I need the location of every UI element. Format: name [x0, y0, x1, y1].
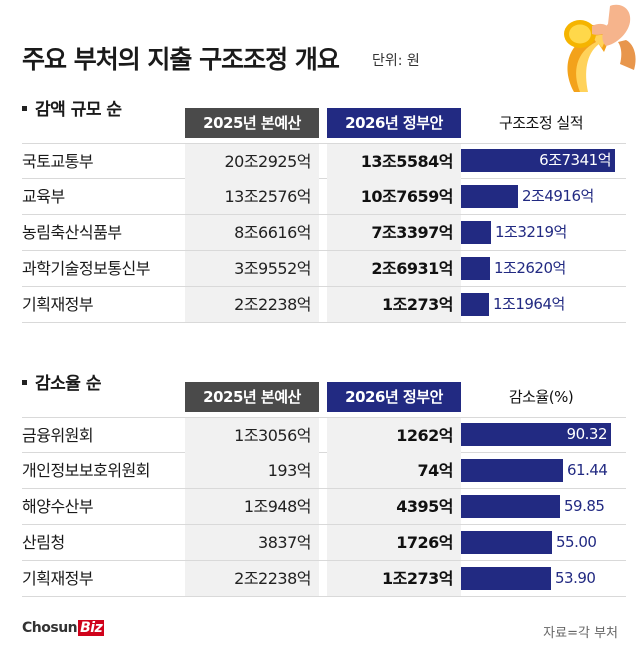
cell-bg	[185, 251, 319, 286]
cell-bg	[327, 489, 461, 524]
header-cut-result: 구조조정 실적	[498, 114, 584, 132]
table-row: 기획재정부 2조2238억 1조273억	[22, 287, 626, 323]
budget-2026-value: 7조3397억	[371, 223, 453, 242]
bar	[461, 459, 563, 482]
ministry-name: 기획재정부	[22, 295, 94, 314]
cell-bg	[185, 453, 319, 488]
ministry-name: 해양수산부	[22, 497, 94, 516]
header-cut-rate: 감소율(%)	[508, 388, 574, 406]
budget-2026-value: 74억	[417, 461, 454, 480]
bar	[461, 567, 551, 590]
cell-bg	[327, 453, 461, 488]
header-2026-proposal: 2026년 정부안	[327, 108, 461, 138]
budget-2026-value: 10조7659억	[360, 187, 454, 206]
bar	[461, 293, 489, 316]
bar-value-label: 61.44	[567, 461, 608, 479]
bar-value-label: 53.90	[555, 569, 596, 587]
table-row: 과학기술정보통신부 3조9552억 2조6931억	[22, 251, 626, 287]
cell-bg	[327, 418, 461, 453]
bar	[461, 221, 491, 244]
ministry-name: 산림청	[22, 533, 65, 552]
bar	[461, 423, 611, 446]
cell-bg	[185, 144, 319, 179]
cell-bg	[185, 561, 319, 596]
bar	[461, 257, 490, 280]
ministry-name: 개인정보보호위원회	[22, 461, 150, 480]
cell-bg	[327, 215, 461, 250]
bullet-square-icon	[22, 105, 27, 111]
cell-bg	[327, 179, 461, 214]
bar	[461, 495, 560, 518]
budget-2025-value: 8조6616억	[234, 223, 311, 242]
bar-value-label: 1조2620억	[494, 259, 566, 277]
bar-value-label: 6조7341억	[539, 151, 611, 169]
budget-2026-value: 1262억	[396, 426, 453, 445]
budget-2025-value: 1조948억	[243, 497, 312, 516]
bar-value-label: 2조4916억	[522, 187, 594, 205]
ministry-name: 과학기술정보통신부	[22, 259, 150, 278]
budget-2026-value: 4395억	[396, 497, 453, 516]
bar-value-label: 55.00	[556, 533, 597, 551]
bar-value-label: 90.32	[566, 425, 608, 443]
cell-bg	[185, 287, 319, 322]
cell-bg	[327, 287, 461, 322]
bar	[461, 149, 615, 172]
source-note: 자료=각 부처	[543, 626, 618, 641]
ministry-name: 농림축산식품부	[22, 223, 122, 242]
section-title-cut-rate: 감소율 순	[22, 369, 101, 394]
budget-2025-value: 1조3056억	[234, 426, 311, 445]
budget-2026-value: 2조6931억	[371, 259, 453, 278]
bar-value-label: 59.85	[564, 497, 605, 515]
table-row: 국토교통부 20조2925억 13조5584억	[22, 143, 626, 179]
header-2025-budget: 2025년 본예산	[185, 108, 319, 138]
ministry-name: 교육부	[22, 187, 65, 206]
ministry-name: 국토교통부	[22, 152, 94, 171]
cell-bg	[185, 215, 319, 250]
table-row: 금융위원회 1조3056억 1262억	[22, 417, 626, 453]
cell-bg	[185, 418, 319, 453]
unit-label: 단위: 원	[372, 53, 420, 69]
chosunbiz-logo: Chosun Biz	[22, 620, 105, 636]
budget-2026-value: 1조273억	[382, 295, 453, 314]
budget-2026-value: 1726억	[396, 533, 453, 552]
section-title-cut-size: 감액 규모 순	[22, 95, 122, 120]
budget-2026-value: 1조273억	[382, 569, 453, 588]
page-title: 주요 부처의 지출 구조조정 개요	[22, 45, 340, 74]
ministry-name: 금융위원회	[22, 426, 94, 445]
bar	[461, 185, 518, 208]
budget-2025-value: 3837억	[258, 533, 311, 552]
budget-2026-value: 13조5584억	[360, 152, 454, 171]
cell-bg	[327, 525, 461, 560]
budget-2025-value: 13조2576억	[224, 187, 311, 206]
cell-bg	[185, 489, 319, 524]
cell-bg	[327, 561, 461, 596]
table-row: 산림청 3837억 1726억	[22, 525, 626, 561]
cell-bg	[185, 179, 319, 214]
bar-value-label: 1조3219억	[495, 223, 567, 241]
table-row: 해양수산부 1조948억 4395억	[22, 489, 626, 525]
table-row: 개인정보보호위원회 193억 74억	[22, 453, 626, 489]
ministry-name: 기획재정부	[22, 569, 94, 588]
cell-bg	[185, 525, 319, 560]
budget-2025-value: 2조2238억	[234, 295, 311, 314]
table-row: 농림축산식품부 8조6616억 7조3397억	[22, 215, 626, 251]
bar	[461, 531, 552, 554]
budget-2025-value: 3조9552억	[234, 259, 311, 278]
budget-2025-value: 20조2925억	[224, 152, 311, 171]
bullet-square-icon	[22, 379, 27, 385]
bar-value-label: 1조1964억	[493, 295, 565, 313]
header-2025-budget-2: 2025년 본예산	[185, 382, 319, 412]
table-row: 교육부 13조2576억 10조7659억	[22, 179, 626, 215]
header-2026-proposal-2: 2026년 정부안	[327, 382, 461, 412]
coin-hand-icon	[564, 4, 636, 92]
table-row: 기획재정부 2조2238억 1조273억	[22, 561, 626, 597]
cell-bg	[327, 251, 461, 286]
budget-2025-value: 193억	[267, 461, 312, 480]
budget-2025-value: 2조2238억	[234, 569, 311, 588]
cell-bg	[327, 144, 461, 179]
